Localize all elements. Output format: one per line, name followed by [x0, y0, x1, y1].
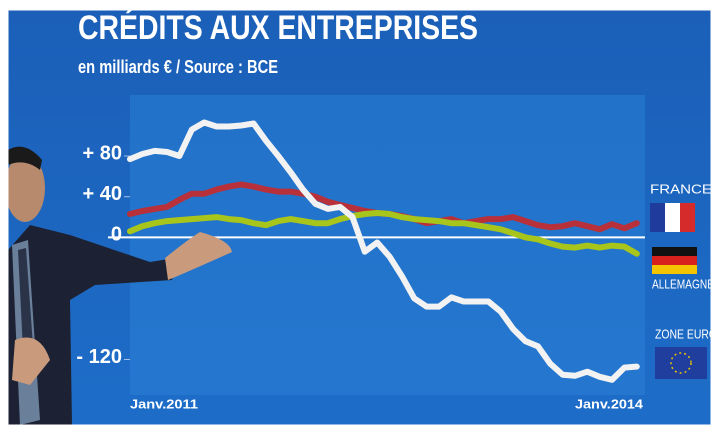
x-tick-label: Janv.2014 [575, 396, 644, 411]
flag-eu [655, 347, 707, 379]
chart-subtitle: en milliards € / Source : BCE [78, 57, 278, 77]
y-tick-label: 0 [111, 224, 122, 246]
flag-germany [652, 247, 697, 274]
chart: + 80 + 40 0 - 120 Janv.2011 Janv.2014 FRANCE A… [0, 0, 719, 433]
flag-france [650, 203, 695, 232]
y-tick-label: - 120 [76, 346, 122, 368]
chart-title: CRÉDITS AUX ENTREPRISES [78, 9, 478, 47]
y-tick-label: + 80 [83, 142, 122, 164]
y-tick-label: + 40 [83, 183, 122, 205]
legend-label: ZONE EURO [655, 326, 717, 341]
x-tick-label: Janv.2011 [130, 396, 198, 411]
legend-label: ALLEMAGNE [652, 276, 714, 291]
legend-label: FRANCE [650, 181, 712, 196]
